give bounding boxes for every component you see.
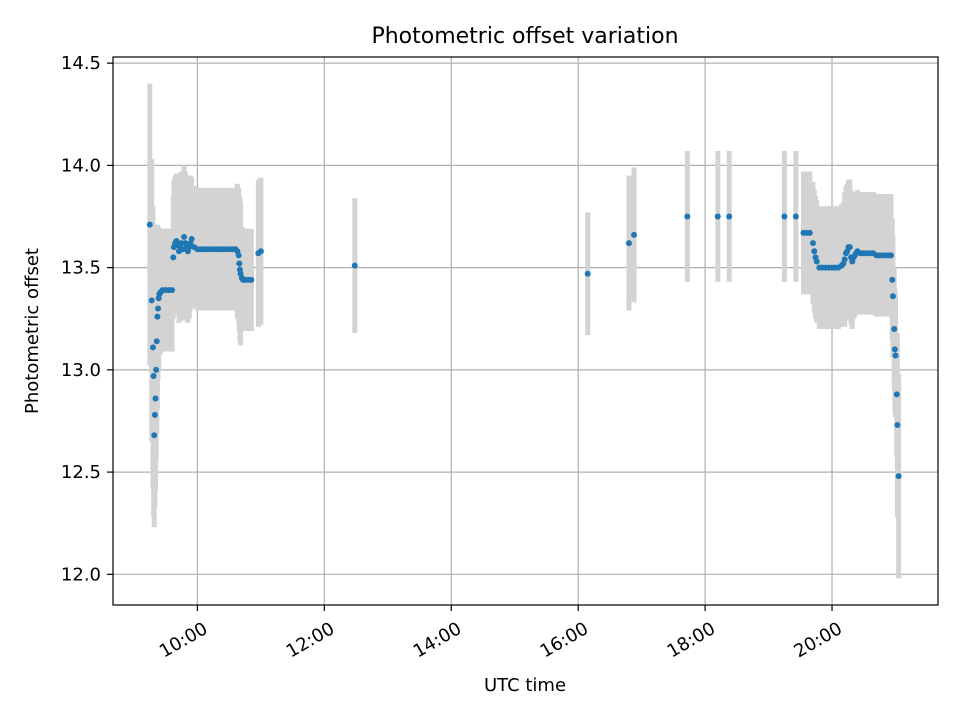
data-point bbox=[235, 252, 242, 259]
data-point bbox=[152, 395, 159, 402]
y-axis-ticks: 12.0 12.5 13.0 13.5 14.0 14.5 bbox=[61, 53, 113, 585]
grid bbox=[113, 57, 938, 605]
data-point bbox=[248, 276, 255, 283]
data-point bbox=[169, 287, 176, 294]
data-point bbox=[151, 411, 158, 418]
data-point bbox=[809, 240, 816, 247]
data-point bbox=[153, 338, 160, 345]
data-point bbox=[151, 432, 158, 439]
data-point bbox=[150, 372, 157, 379]
data-point bbox=[813, 258, 820, 265]
data-point bbox=[188, 235, 195, 242]
y-tick-label: 12.0 bbox=[61, 564, 101, 585]
plot-frame bbox=[112, 56, 939, 606]
data-point bbox=[181, 233, 188, 240]
data-point bbox=[631, 231, 638, 238]
data-point bbox=[891, 346, 898, 353]
data-point bbox=[148, 297, 155, 304]
data-point bbox=[811, 248, 818, 255]
x-axis-label: UTC time bbox=[484, 675, 566, 696]
data-point bbox=[726, 213, 733, 220]
data-point bbox=[170, 254, 177, 261]
data-point bbox=[889, 293, 896, 300]
data-point bbox=[892, 352, 899, 359]
data-point bbox=[893, 391, 900, 398]
y-tick-label: 12.5 bbox=[61, 462, 101, 483]
data-point bbox=[155, 305, 162, 312]
y-tick-label: 13.0 bbox=[61, 360, 101, 381]
y-tick-label: 14.5 bbox=[61, 53, 101, 74]
data-point bbox=[351, 262, 358, 269]
data-point bbox=[236, 260, 243, 267]
data-point bbox=[146, 221, 153, 228]
data-point bbox=[625, 240, 632, 247]
data-point bbox=[895, 473, 902, 480]
data-point bbox=[149, 344, 156, 351]
data-point bbox=[153, 366, 160, 373]
data-point bbox=[684, 213, 691, 220]
data-point bbox=[781, 213, 788, 220]
data-point bbox=[891, 325, 898, 332]
data-point bbox=[841, 256, 848, 263]
data-point bbox=[714, 213, 721, 220]
data-point bbox=[154, 313, 161, 320]
data-point bbox=[888, 252, 895, 259]
data-point bbox=[846, 244, 853, 251]
y-tick-label: 13.5 bbox=[61, 258, 101, 279]
data-points bbox=[146, 213, 902, 480]
data-point bbox=[792, 213, 799, 220]
data-point bbox=[584, 270, 591, 277]
data-point bbox=[806, 229, 813, 236]
data-point bbox=[889, 276, 896, 283]
data-point bbox=[257, 248, 264, 255]
y-tick-label: 14.0 bbox=[61, 155, 101, 176]
y-axis-label: Photometric offset bbox=[22, 248, 43, 414]
chart-title: Photometric offset variation bbox=[371, 24, 678, 49]
data-point bbox=[894, 422, 901, 429]
